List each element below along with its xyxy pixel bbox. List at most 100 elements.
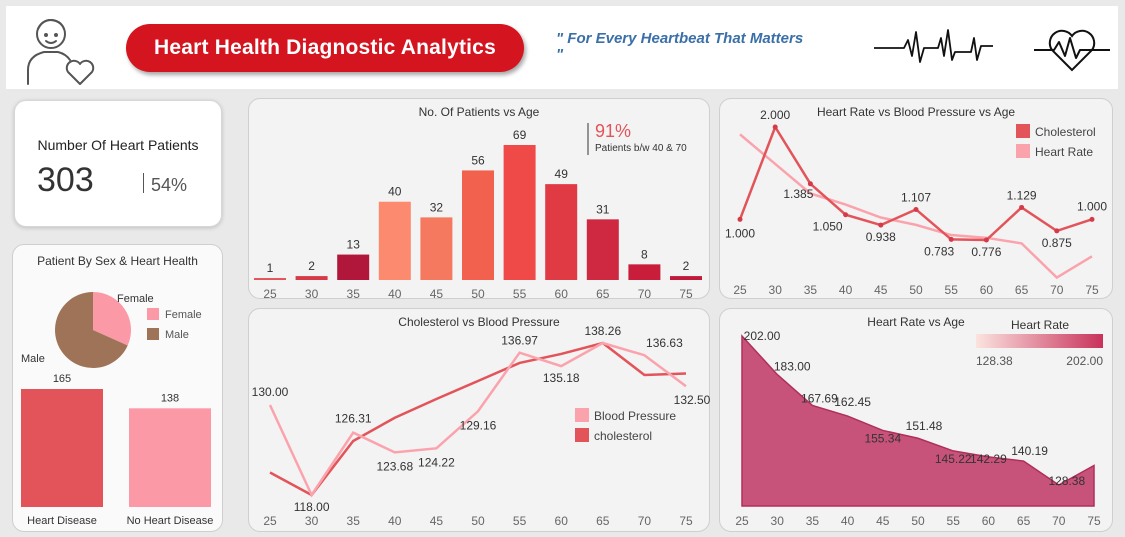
bar-value-label: 69 [513, 128, 527, 142]
x-tick-label: 25 [735, 514, 749, 528]
bar [462, 170, 494, 280]
data-label: 138.26 [584, 324, 621, 338]
x-tick-label: 40 [388, 287, 402, 300]
x-tick-label: 45 [430, 514, 444, 528]
x-tick-label: 75 [1087, 514, 1101, 528]
x-tick-label: 55 [513, 287, 527, 300]
legend-swatch [147, 308, 159, 320]
data-point [772, 124, 778, 130]
data-label: 128.38 [1048, 474, 1085, 488]
x-tick-label: 70 [1052, 514, 1066, 528]
bar [503, 145, 536, 280]
pie-label: Male [21, 353, 45, 365]
data-label: 142.29 [970, 452, 1007, 466]
patients-age-chart: 1 25 2 30 13 35 40 40 32 45 56 50 69 55 49 60 31 65 8 70 2 75… [254, 121, 702, 300]
bar [21, 389, 103, 507]
x-tick-label: 50 [911, 514, 925, 528]
data-label: 135.18 [543, 371, 580, 385]
data-point [843, 212, 849, 218]
bar-value-label: 2 [308, 259, 315, 273]
pie-slice [54, 292, 128, 368]
x-tick-label: 70 [638, 287, 652, 300]
legend-label: Female [165, 309, 202, 321]
heart-pulse-icon [1034, 29, 1110, 72]
data-point [878, 222, 884, 228]
kpi-value: 303 [37, 161, 94, 199]
data-point [807, 181, 813, 187]
x-tick-label: 35 [347, 514, 361, 528]
data-label: 151.48 [906, 419, 943, 433]
bar-value-label: 165 [53, 373, 71, 385]
data-label: 1.000 [725, 226, 755, 240]
x-tick-label: 55 [945, 283, 959, 297]
data-label: 1.050 [813, 220, 843, 234]
bar-value-label: 1 [267, 261, 274, 275]
bar-value-label: 8 [641, 247, 648, 261]
legend-swatch [575, 408, 589, 422]
data-label: 130.00 [252, 385, 289, 399]
bar [337, 254, 370, 280]
legend-label: Blood Pressure [594, 409, 676, 423]
x-tick-label: 60 [555, 287, 569, 300]
data-label: 136.97 [501, 334, 538, 348]
panel-title: Cholesterol vs Blood Pressure [398, 315, 560, 329]
x-tick-label: 40 [839, 283, 853, 297]
bar [378, 201, 411, 280]
data-label: 0.783 [924, 244, 954, 258]
data-label: 123.68 [376, 459, 413, 473]
data-label: 118.00 [294, 500, 330, 514]
x-tick-label: 60 [555, 514, 569, 528]
legend-max-label: 202.00 [1066, 354, 1103, 368]
data-label: 126.31 [335, 412, 372, 426]
panel-title: Heart Rate vs Age [867, 315, 965, 329]
legend-min-label: 128.38 [976, 354, 1013, 368]
bar-value-label: 2 [683, 259, 690, 273]
kpi-card: Number Of Heart Patients 303 54% [14, 100, 222, 227]
x-tick-label: 50 [909, 283, 923, 297]
data-point [983, 237, 989, 243]
x-tick-label: 50 [471, 514, 485, 528]
hr-age-panel: Heart Rate vs Age 202.00 183.00 167.69 162.… [719, 308, 1113, 532]
chol-bp-panel: Cholesterol vs Blood Pressure 130.00 118.… [248, 308, 711, 532]
legend-label: Heart Rate [1035, 145, 1093, 159]
data-label: 0.875 [1042, 236, 1072, 250]
hr-bp-age-panel: Heart Rate vs Blood Pressure vs Age 1.00… [719, 98, 1113, 299]
patients-age-panel: No. Of Patients vs Age 1 25 2 30 13 35 40 40 32 4… [248, 98, 710, 300]
pie-slice [93, 292, 131, 346]
kpi-label: Number Of Heart Patients [37, 137, 199, 153]
bar [129, 408, 211, 507]
area-fill [741, 334, 1095, 507]
annotation-text: Patients b/w 40 & 70 [595, 143, 687, 154]
x-tick-label: 45 [876, 514, 890, 528]
kpi-percent: 54% [151, 175, 188, 195]
data-label: 1.129 [1007, 188, 1037, 202]
legend-gradient [976, 334, 1103, 348]
x-tick-label: 35 [347, 287, 361, 300]
x-tick-label: 65 [1015, 283, 1029, 297]
legend-label: Male [165, 329, 189, 341]
series-line [268, 341, 687, 498]
legend-swatch [147, 328, 159, 340]
data-label: 140.19 [1011, 444, 1048, 458]
tagline-quote: " [556, 46, 564, 63]
legend-title: Heart Rate [1011, 318, 1069, 332]
x-tick-label: 30 [771, 514, 785, 528]
x-tick-label: 75 [679, 287, 693, 300]
legend-swatch [575, 428, 589, 442]
legend-label: Cholesterol [1035, 125, 1096, 139]
panel-title: Patient By Sex & Heart Health [37, 254, 198, 268]
x-tick-label: 25 [733, 283, 747, 297]
kpi-divider [143, 173, 144, 193]
x-tick-label: 45 [430, 287, 444, 300]
legend-swatch [1016, 144, 1030, 158]
data-label: 162.45 [834, 395, 871, 409]
bar [586, 219, 619, 280]
bar [254, 278, 286, 280]
x-tick-label: 40 [388, 514, 402, 528]
page-title: Heart Health Diagnostic Analytics [126, 24, 524, 72]
x-tick-label: 65 [1017, 514, 1031, 528]
data-label: 136.63 [646, 336, 683, 350]
x-tick-label: 45 [874, 283, 888, 297]
hr-bp-age-chart: 1.000 2.000 1.385 1.050 0.938 1.107 0.783 0.776… [725, 108, 1107, 297]
